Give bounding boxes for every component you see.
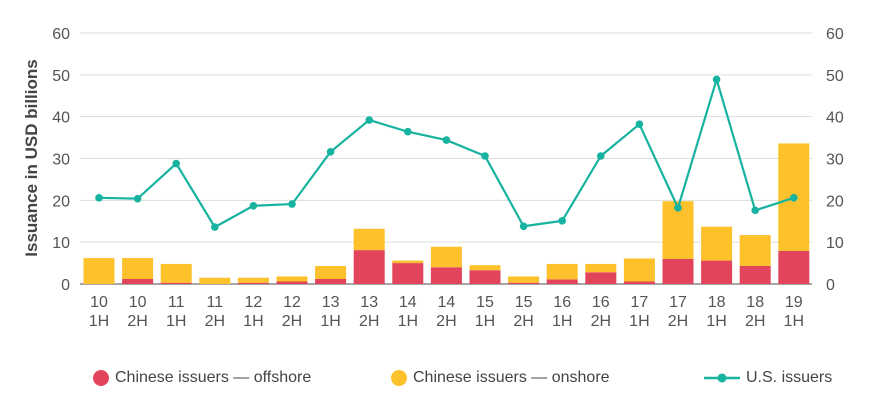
x-tick-label: 12 1H bbox=[243, 294, 263, 330]
bar-onshore bbox=[122, 258, 154, 279]
us-issuers-point bbox=[674, 204, 682, 212]
legend-onshore-label: Chinese issuers — onshore bbox=[413, 369, 610, 386]
bar-offshore bbox=[469, 270, 501, 284]
y-tick-right: 10 bbox=[826, 235, 844, 252]
legend-onshore-swatch bbox=[391, 370, 407, 386]
bar-offshore bbox=[315, 278, 347, 284]
bar-offshore bbox=[508, 282, 540, 284]
y-tick-right: 40 bbox=[826, 110, 844, 127]
bar-onshore bbox=[276, 276, 308, 282]
x-tick-label: 18 2H bbox=[745, 294, 765, 330]
us-issuers-point bbox=[519, 222, 528, 231]
bar-offshore bbox=[122, 278, 154, 284]
y-tick-left: 30 bbox=[52, 152, 70, 169]
bar-onshore bbox=[508, 276, 540, 283]
x-tick-label: 16 2H bbox=[591, 294, 611, 330]
x-tick-label: 14 1H bbox=[398, 294, 418, 330]
legend-us-label: U.S. issuers bbox=[746, 369, 833, 386]
bar-onshore bbox=[160, 263, 192, 283]
x-tick-label: 15 1H bbox=[475, 294, 495, 330]
bar-offshore bbox=[353, 250, 385, 284]
y-tick-right: 50 bbox=[826, 68, 844, 85]
y-axis-label: Issuance in USD billions bbox=[22, 59, 41, 256]
bar-onshore bbox=[353, 228, 385, 251]
x-tick-label: 13 1H bbox=[320, 294, 340, 330]
us-issuers-point bbox=[249, 201, 258, 210]
x-tick-label: 19 1H bbox=[784, 294, 804, 330]
bar-onshore bbox=[392, 260, 424, 264]
bar-offshore bbox=[430, 267, 462, 284]
bar-offshore bbox=[662, 258, 694, 284]
y-tick-right: 20 bbox=[826, 193, 844, 210]
us-issuers-point bbox=[635, 120, 644, 128]
us-issuers-point bbox=[172, 159, 180, 168]
bar-offshore bbox=[237, 282, 269, 284]
us-issuers-point bbox=[597, 152, 605, 160]
x-tick-label: 13 2H bbox=[359, 294, 379, 330]
bar-onshore bbox=[701, 226, 733, 261]
bar-offshore bbox=[623, 281, 655, 284]
us-issuers-point bbox=[404, 127, 412, 136]
x-tick-label: 11 2H bbox=[205, 294, 225, 330]
legend-us: U.S. issuers bbox=[704, 369, 832, 387]
bar-onshore bbox=[430, 246, 462, 268]
y-tick-left: 20 bbox=[52, 193, 70, 210]
x-tick-label: 10 1H bbox=[89, 294, 109, 330]
bar-onshore bbox=[83, 258, 115, 284]
y-tick-left: 60 bbox=[52, 26, 70, 43]
bar-onshore bbox=[739, 235, 771, 267]
bar-offshore bbox=[392, 263, 424, 284]
x-tick-label: 10 2H bbox=[127, 294, 147, 330]
bar-onshore bbox=[199, 277, 231, 284]
legend-offshore: Chinese issuers — offshore bbox=[93, 369, 311, 387]
bar-offshore bbox=[778, 250, 810, 284]
us-issuers-point bbox=[133, 194, 142, 203]
x-tick-label: 15 2H bbox=[513, 294, 533, 330]
us-issuers-point bbox=[365, 116, 374, 124]
legend-onshore: Chinese issuers — onshore bbox=[391, 369, 610, 387]
y-tick-right: 60 bbox=[826, 26, 844, 43]
bar-offshore bbox=[546, 279, 578, 284]
x-tick-label: 11 1H bbox=[166, 294, 186, 330]
x-tick-label: 16 1H bbox=[552, 294, 572, 330]
us-issuers-point bbox=[288, 200, 296, 208]
y-tick-left: 0 bbox=[61, 277, 70, 294]
us-issuers-point bbox=[790, 194, 798, 202]
y-tick-left: 40 bbox=[52, 110, 70, 127]
bar-offshore bbox=[701, 260, 733, 284]
bar-onshore bbox=[585, 263, 617, 273]
x-tick-label: 17 2H bbox=[668, 294, 688, 330]
bar-onshore bbox=[469, 265, 501, 271]
y-tick-left: 50 bbox=[52, 68, 70, 85]
y-tick-right: 0 bbox=[826, 277, 835, 294]
us-issuers-point bbox=[95, 194, 103, 202]
x-tick-label: 14 2H bbox=[436, 294, 456, 330]
bar-onshore bbox=[237, 277, 269, 283]
legend-offshore-swatch bbox=[93, 370, 109, 386]
bar-offshore bbox=[739, 266, 771, 284]
bar-offshore bbox=[276, 281, 308, 284]
us-issuers-point bbox=[442, 136, 451, 144]
x-tick-label: 12 2H bbox=[282, 294, 302, 330]
x-tick-label: 17 1H bbox=[629, 294, 649, 330]
bar-offshore bbox=[160, 282, 192, 284]
bar-onshore bbox=[315, 266, 347, 279]
y-tick-left: 10 bbox=[52, 235, 70, 252]
us-issuers-point bbox=[211, 223, 219, 231]
bar-onshore bbox=[623, 258, 655, 282]
us-issuers-point bbox=[558, 217, 566, 225]
y-tick-right: 30 bbox=[826, 152, 844, 169]
us-issuers-point bbox=[712, 75, 721, 84]
us-issuers-point bbox=[481, 152, 489, 160]
legend-offshore-label: Chinese issuers — offshore bbox=[115, 369, 312, 386]
us-issuers-point bbox=[751, 206, 759, 215]
bar-onshore bbox=[546, 263, 578, 280]
x-tick-label: 18 1H bbox=[706, 294, 726, 330]
legend-us-swatch bbox=[704, 373, 740, 383]
bar-offshore bbox=[585, 272, 617, 284]
us-issuers-point bbox=[326, 148, 335, 156]
